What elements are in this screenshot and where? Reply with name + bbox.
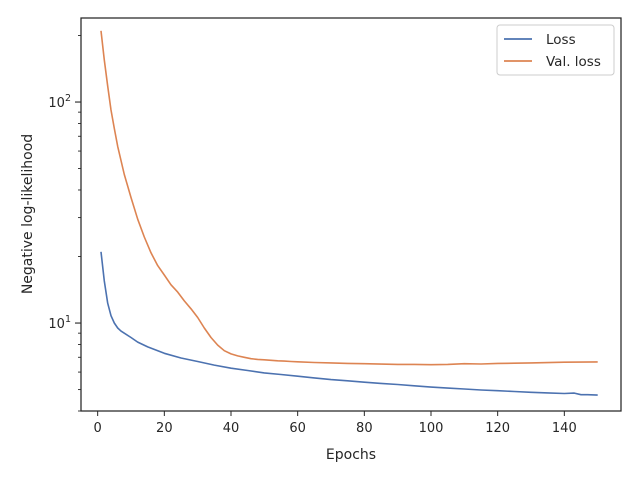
x-tick-label: 140 — [552, 421, 577, 436]
x-axis-label: Epochs — [326, 447, 376, 463]
x-tick-label: 20 — [156, 421, 173, 436]
series-line-val-loss — [100, 30, 598, 366]
lines-layer — [100, 30, 598, 396]
y-axis-label: Negative log-likelihood — [20, 134, 36, 294]
series-line-loss — [100, 251, 598, 396]
plot-frame — [80, 17, 622, 412]
legend: Loss Val. loss — [496, 24, 615, 76]
legend-label-loss: Loss — [546, 32, 576, 48]
x-tick-label: 120 — [485, 421, 510, 436]
x-tick-label: 60 — [289, 421, 306, 436]
x-tick-label: 0 — [94, 421, 102, 436]
x-tick-label: 40 — [223, 421, 240, 436]
legend-label-val-loss: Val. loss — [546, 54, 601, 70]
legend-box — [496, 24, 615, 76]
x-tick-label: 80 — [356, 421, 373, 436]
x-tick-label: 100 — [419, 421, 444, 436]
x-axis: 0 20 40 60 80 100 120 140 — [94, 411, 577, 436]
